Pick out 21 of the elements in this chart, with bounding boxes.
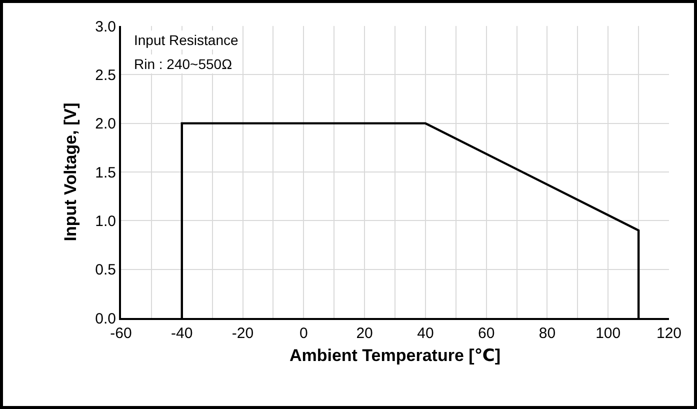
- y-tick-label: 0.0: [95, 310, 116, 328]
- x-tick-label: 100: [596, 325, 621, 342]
- x-tick-label: -60: [110, 325, 132, 342]
- annotation: Rin : 240~550Ω: [134, 56, 232, 72]
- x-tick-label: 120: [656, 325, 682, 342]
- x-tick-label: -20: [232, 325, 254, 342]
- x-tick-label: 80: [538, 325, 556, 342]
- y-tick-label: 2.0: [95, 116, 116, 133]
- x-axis-title: Ambient Temperature [℃]: [289, 346, 501, 365]
- x-tick-label: 60: [478, 325, 495, 342]
- y-tick-label: 2.5: [95, 66, 116, 84]
- x-tick-label: 20: [356, 325, 373, 342]
- x-tick-label: 0: [300, 325, 308, 342]
- x-tick-label: -40: [171, 325, 193, 342]
- y-tick-label: 1.0: [95, 212, 116, 230]
- x-tick-label: 40: [417, 325, 434, 342]
- y-tick-label: 0.5: [95, 262, 116, 279]
- y-tick-label: 1.5: [95, 164, 116, 182]
- annotation: Input Resistance: [134, 32, 238, 48]
- y-tick-label: 3.0: [95, 18, 116, 36]
- y-axis-title: Input Voltage, [V]: [61, 102, 80, 242]
